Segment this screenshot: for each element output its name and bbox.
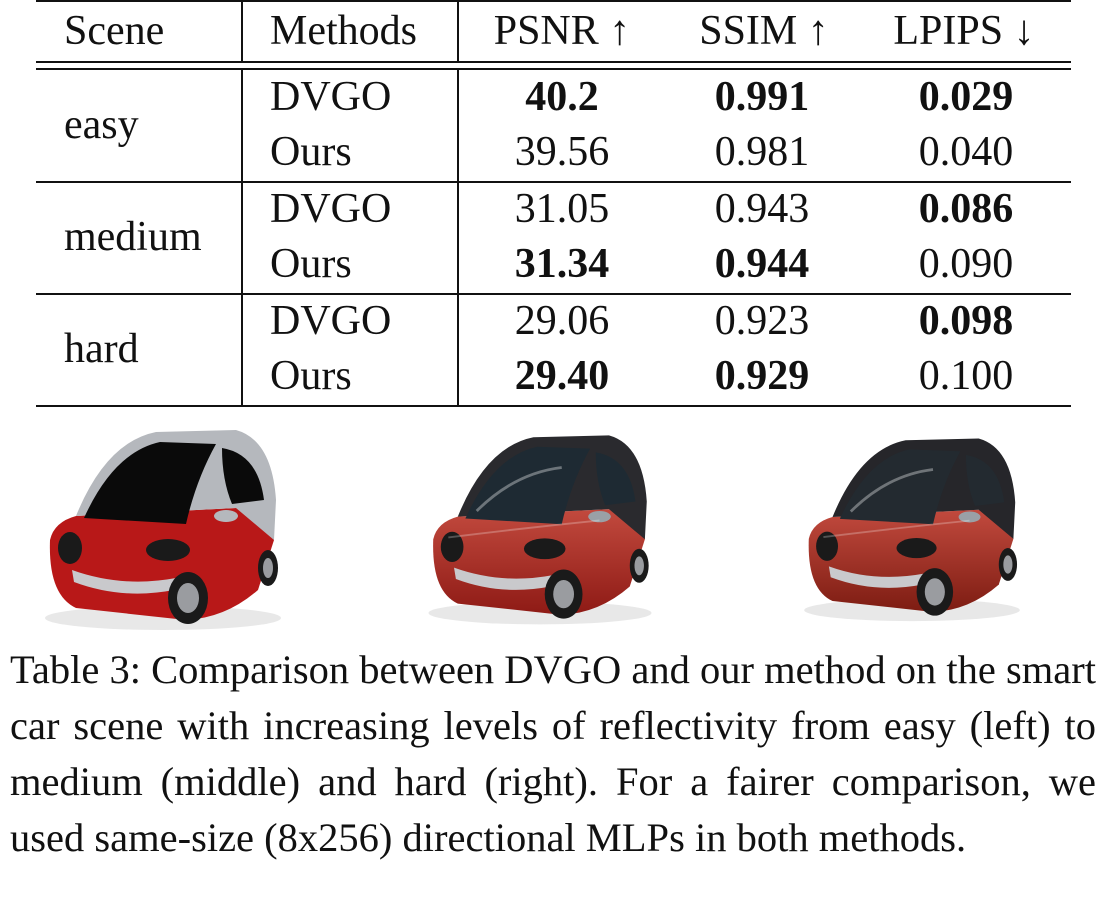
psnr-cell: 29.40 — [514, 353, 610, 399]
psnr-cell: 40.2 — [525, 74, 599, 120]
top-rule — [36, 0, 1071, 2]
column-rule-methods-body — [457, 68, 459, 407]
car-grille — [72, 570, 176, 594]
car-hubcap — [177, 583, 199, 613]
method-cell: Ours — [270, 353, 352, 399]
method-cell: Ours — [270, 129, 352, 175]
header-ssim: SSIM ↑ — [699, 8, 829, 54]
method-cell: Ours — [270, 241, 352, 287]
car-grille — [454, 567, 553, 590]
car-render-hard — [804, 438, 1020, 622]
header-double-rule-2 — [36, 68, 1071, 70]
car-reflection — [448, 519, 600, 539]
header-scene: Scene — [64, 8, 165, 54]
psnr-cell: 31.05 — [514, 186, 610, 232]
psnr-cell: 29.06 — [514, 298, 610, 344]
car-side-window — [595, 452, 636, 506]
ssim-cell: 0.943 — [714, 186, 810, 232]
scene-medium: medium — [64, 214, 202, 260]
method-cell: DVGO — [270, 186, 392, 232]
car-headlight — [146, 539, 190, 561]
car-headlight — [58, 532, 82, 564]
car-hubcap — [1003, 555, 1013, 574]
group-rule-1 — [36, 181, 1071, 183]
car-reflection — [475, 466, 562, 512]
car-render-medium — [428, 435, 652, 625]
method-cell: DVGO — [270, 298, 392, 344]
psnr-cell: 31.34 — [514, 241, 610, 287]
ssim-cell: 0.923 — [714, 298, 810, 344]
car-windshield — [839, 449, 961, 525]
ssim-cell: 0.944 — [714, 241, 810, 287]
car-windshield — [84, 442, 216, 524]
car-body — [433, 509, 645, 615]
car-side-window — [222, 448, 264, 504]
car-mirror — [958, 511, 981, 523]
method-cell: DVGO — [270, 74, 392, 120]
car-body — [808, 509, 1014, 612]
psnr-cell: 39.56 — [514, 129, 610, 175]
car-hubcap — [263, 558, 273, 578]
column-rule-scene — [241, 0, 243, 63]
lpips-cell: 0.040 — [918, 129, 1014, 175]
car-windshield — [465, 446, 591, 525]
car-headlight — [896, 538, 937, 559]
header-lpips: LPIPS ↓ — [893, 8, 1035, 54]
car-render-easy — [45, 430, 281, 630]
car-side-window — [965, 454, 1005, 507]
car-headlight — [440, 531, 464, 562]
scene-hard: hard — [64, 326, 139, 372]
lpips-cell: 0.100 — [918, 353, 1014, 399]
header-methods: Methods — [270, 8, 417, 54]
lpips-cell: 0.029 — [918, 74, 1014, 120]
header-double-rule-1 — [36, 61, 1071, 63]
scene-easy: easy — [64, 102, 139, 148]
header-psnr: PSNR ↑ — [493, 8, 631, 54]
column-rule-scene-body — [241, 68, 243, 407]
car-hubcap — [553, 579, 575, 609]
ssim-cell: 0.991 — [714, 74, 810, 120]
bottom-rule — [36, 405, 1071, 407]
car-reflection — [849, 468, 934, 513]
car-hubcap — [634, 556, 644, 576]
lpips-cell: 0.086 — [918, 186, 1014, 232]
results-table: Scene Methods PSNR ↑ SSIM ↑ LPIPS ↓ easy… — [36, 0, 1071, 408]
lpips-cell: 0.098 — [918, 298, 1014, 344]
car-mirror — [588, 510, 611, 523]
car-grille — [828, 566, 924, 588]
ssim-cell: 0.981 — [714, 129, 810, 175]
ssim-cell: 0.929 — [714, 353, 810, 399]
lpips-cell: 0.090 — [918, 241, 1014, 287]
group-rule-2 — [36, 293, 1071, 295]
table-caption: Table 3: Comparison between DVGO and our… — [10, 647, 1096, 860]
car-headlight — [816, 531, 839, 561]
column-rule-methods — [457, 0, 459, 63]
car-headlight — [523, 538, 566, 560]
car-reflection — [823, 519, 970, 538]
car-mirror — [214, 510, 238, 522]
car-body — [49, 508, 274, 620]
car-hubcap — [924, 578, 945, 606]
